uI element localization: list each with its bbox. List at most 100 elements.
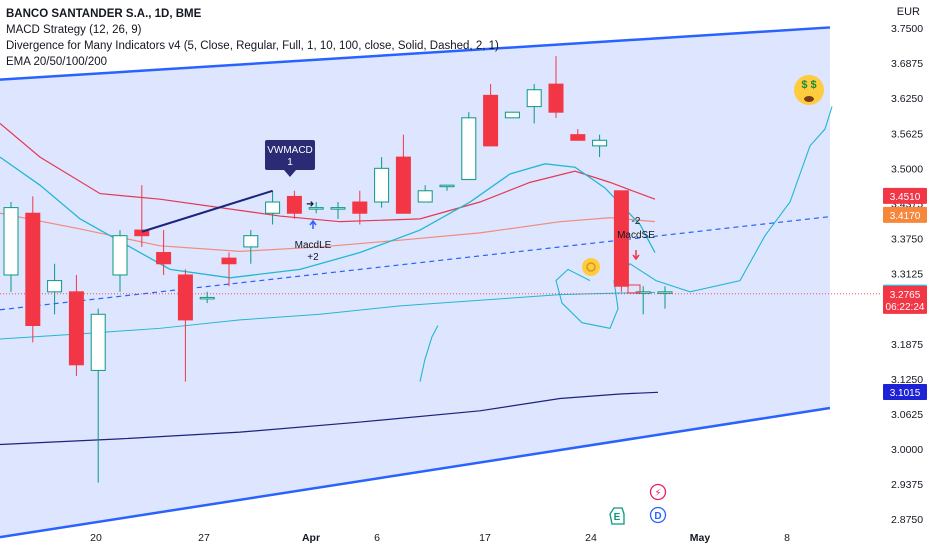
down-arrow-icon (632, 250, 640, 261)
ema50-line (0, 122, 656, 223)
vwmacd-value: 1 (287, 157, 293, 168)
date-tick: 17 (479, 532, 491, 544)
price-tick: 3.3750 (891, 234, 923, 246)
price-label-text: 3.2765 (890, 290, 921, 301)
candle-up-body (199, 296, 215, 300)
price-label-badge (883, 297, 927, 314)
candle-down-body (221, 257, 237, 265)
candle (330, 202, 346, 219)
candle-up-body (374, 167, 390, 203)
candle-up-body (90, 313, 106, 371)
money-face-icon (794, 75, 824, 105)
vwmacd-box (265, 140, 315, 170)
candle (308, 202, 324, 214)
candle-down-body (548, 83, 564, 113)
date-tick: 27 (198, 532, 210, 544)
candle-down-body (177, 274, 193, 321)
symbol-title[interactable]: BANCO SANTANDER S.A., 1D, BME (6, 8, 202, 20)
price-tick: 3.5625 (891, 128, 923, 140)
candle (439, 184, 455, 191)
earnings-icon-label: E (614, 512, 621, 523)
candle (592, 134, 608, 158)
candle (47, 263, 63, 315)
candle-down-body (613, 190, 629, 287)
candle-down-body (570, 134, 586, 141)
ema-blue-line (0, 391, 659, 446)
price-label-badge (883, 187, 927, 204)
currency-label: EUR (896, 6, 920, 18)
candle-down-body (483, 94, 499, 147)
candle-up-body (243, 235, 259, 248)
dividend-flash-icon (649, 483, 667, 501)
candle-up-body (308, 207, 324, 210)
indicator-ema[interactable]: EMA 20/50/100/200 (6, 56, 108, 68)
candle (570, 129, 586, 141)
candle (395, 134, 411, 214)
date-tick: Apr (302, 532, 320, 544)
ok-hand-ring (586, 262, 596, 272)
price-label-text: 06:22:24 (886, 302, 925, 313)
ema200-cyan-line (0, 291, 656, 340)
price-label-badge (883, 285, 927, 302)
candle-down-body (286, 195, 302, 214)
money-face-eyes: $ $ (801, 79, 816, 91)
candle (177, 269, 193, 382)
price-label-badge (883, 384, 927, 401)
candle-up-body (47, 280, 63, 293)
dividend-icon-label: D (654, 511, 661, 522)
indicator-macd[interactable]: MACD Strategy (12, 26, 9) (6, 24, 142, 36)
date-axis: 20 27 Apr 6 17 24 May 8 (90, 532, 790, 544)
price-tick: 3.5000 (891, 163, 923, 175)
price-tick: 3.6250 (891, 93, 923, 105)
candle-up-body (3, 207, 19, 276)
candle-up-body (526, 89, 542, 108)
indicator-divergence[interactable]: Divergence for Many Indicators v4 (5, Cl… (6, 40, 499, 52)
vwmacd-title: VWMACD (267, 145, 313, 156)
divergence-curve-left (419, 325, 439, 382)
price-tick: 2.8750 (891, 514, 923, 526)
date-tick: 20 (90, 532, 102, 544)
macd-le-value: +2 (307, 252, 319, 263)
entry-marker-icon: ➜ (306, 199, 314, 210)
candle-up-body (112, 235, 128, 276)
ema-lines (0, 106, 833, 446)
candle-up-body (439, 184, 455, 188)
price-tick: 3.1875 (891, 339, 923, 351)
price-tick: 3.1250 (891, 374, 923, 386)
candle-up-body (657, 291, 673, 294)
candle (112, 230, 128, 292)
price-tick: 3.6875 (891, 58, 923, 70)
candle (657, 286, 673, 309)
candle (417, 185, 433, 203)
candle (68, 274, 84, 377)
price-label-badge (883, 206, 927, 223)
candle-down-body (25, 212, 41, 327)
candle (221, 252, 237, 287)
dividend-icon (649, 506, 667, 524)
price-tick: 3.7500 (891, 23, 923, 35)
candle (156, 230, 172, 275)
candle-up-body (592, 139, 608, 147)
price-tick: 3.0000 (891, 444, 923, 456)
candle-up-body (265, 201, 281, 214)
candle (548, 56, 564, 118)
candle (134, 185, 150, 247)
macd-le-title: MacdLE (295, 240, 332, 251)
price-label-text: 3.4170 (890, 211, 921, 222)
channel-upper-line (0, 26, 831, 81)
price-label-text: 3.4510 (890, 192, 921, 203)
candle (461, 112, 477, 181)
candle-down-body (134, 229, 150, 237)
price-tick: 3.3125 (891, 269, 923, 281)
candle (483, 84, 499, 147)
candle (3, 202, 19, 292)
candle (374, 157, 390, 208)
candle-up-body (330, 207, 346, 210)
divergence-curve-right (555, 106, 833, 329)
candle (352, 190, 368, 225)
ema20-line (0, 156, 656, 279)
